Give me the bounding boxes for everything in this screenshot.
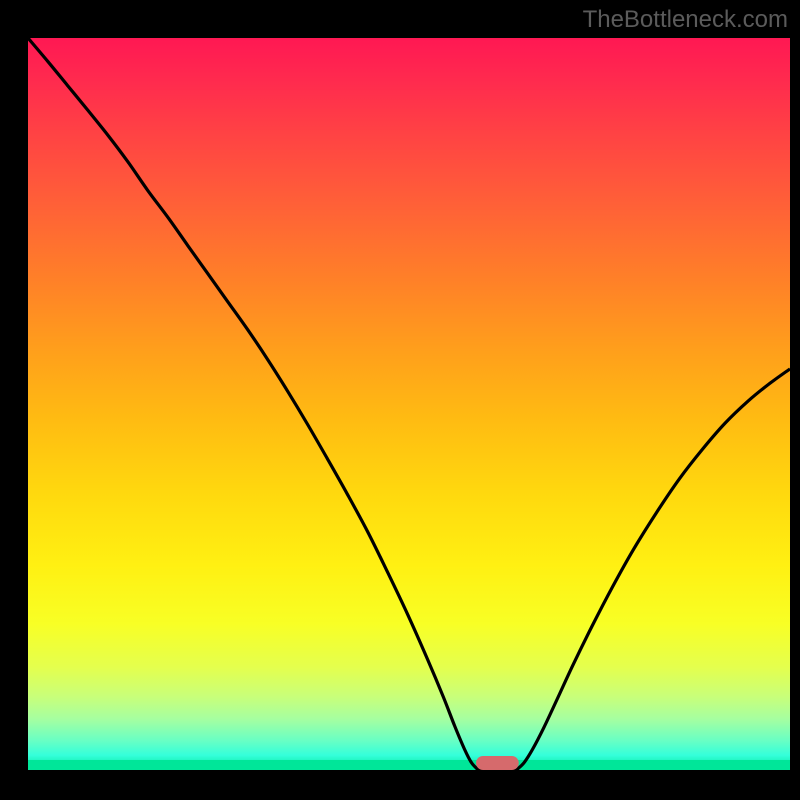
bottleneck-chart (0, 0, 800, 800)
chart-stage: TheBottleneck.com (0, 0, 800, 800)
optimum-marker (476, 756, 519, 770)
baseline-band (28, 760, 790, 770)
watermark-label: TheBottleneck.com (583, 6, 788, 34)
gradient-background (28, 38, 790, 770)
frame-bottom (0, 770, 800, 800)
frame-right (790, 0, 800, 800)
frame-left (0, 0, 28, 800)
